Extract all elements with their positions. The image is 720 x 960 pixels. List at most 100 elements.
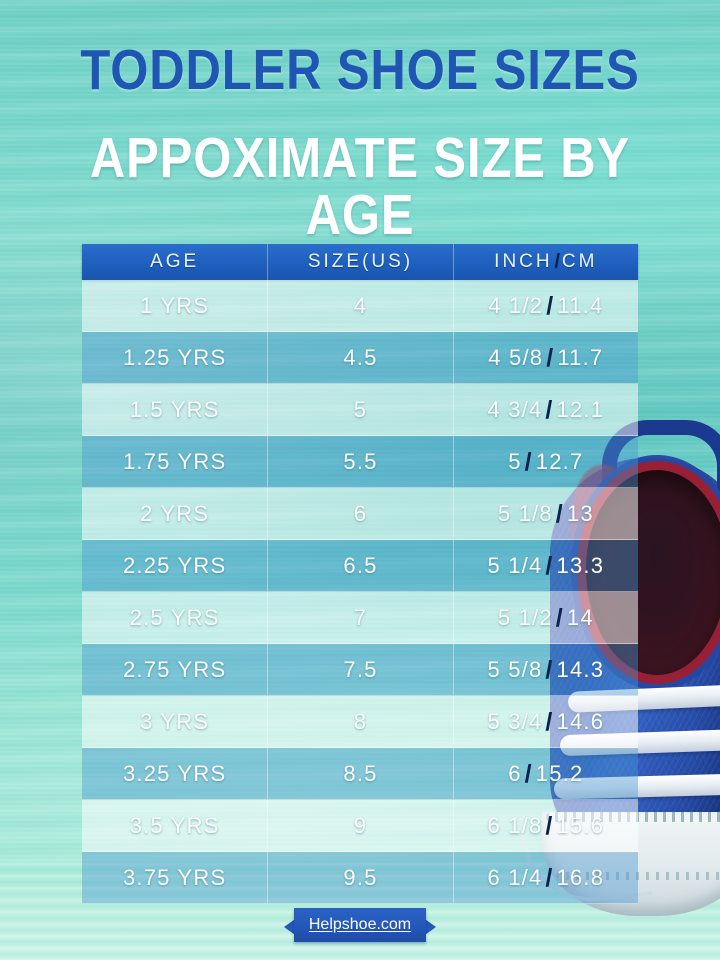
cell-age: 3.25 YRS (122, 760, 227, 786)
table-row: 1.5 YRS 5 4 3/4/12.1 (82, 384, 638, 436)
table-row: 1 YRS 4 4 1/2/11.4 (82, 280, 638, 332)
cell-cm-value: 11.7 (557, 344, 604, 370)
table-body: 1 YRS 4 4 1/2/11.4 1.25 YRS 4.5 4 5/8/11… (82, 280, 638, 904)
column-header-cm-label: CM (561, 251, 598, 272)
cell-inch-value: 5 (508, 448, 522, 474)
table-header-row: AGE SIZE(US) INCH / CM (82, 244, 638, 280)
cell-size-us: 9 (267, 800, 452, 851)
cell-inch-value: 5 5/8 (487, 656, 543, 682)
cell-age: 2.75 YRS (122, 656, 227, 682)
slash-divider: / (546, 292, 555, 320)
cell-inch-cm: 4 1/2/11.4 (452, 280, 638, 331)
cell-age: 1 YRS (140, 292, 210, 318)
cell-inch-cm: 5 3/4/14.6 (452, 696, 638, 747)
slash-divider: / (546, 344, 555, 372)
table-row: 2.5 YRS 7 5 1/2/14 (82, 592, 638, 644)
cell-cm-value: 15.2 (535, 760, 584, 786)
cell-age: 3.75 YRS (122, 864, 227, 890)
cell-inch-value: 6 1/4 (487, 864, 543, 890)
cell-inch-value: 5 1/8 (497, 500, 553, 526)
cell-inch-value: 6 (508, 760, 522, 786)
table-row: 2.25 YRS 6.5 5 1/4/13.3 (82, 540, 638, 592)
slash-divider: / (555, 500, 564, 528)
cell-inch-cm: 5 1/8/13 (452, 488, 638, 539)
column-header-inch-cm: INCH / CM (452, 244, 638, 280)
cell-age: 3 YRS (140, 708, 210, 734)
slash-divider: / (524, 448, 533, 476)
cell-age: 1.25 YRS (122, 344, 227, 370)
cell-inch-value: 5 1/2 (497, 604, 553, 630)
cell-inch-cm: 4 5/8/11.7 (452, 332, 638, 383)
cell-cm-value: 14 (566, 604, 594, 630)
column-header-size: SIZE(US) (267, 244, 452, 280)
cell-cm-value: 13.3 (556, 552, 605, 578)
sneaker-sole-stitching (556, 872, 720, 880)
poster-title-primary: TODDLER SHOE SIZES (80, 38, 640, 102)
cell-cm-value: 11.4 (557, 292, 604, 318)
cell-size-us: 7.5 (267, 644, 452, 695)
cell-size-us: 8 (267, 696, 452, 747)
cell-cm-value: 12.1 (556, 396, 605, 422)
cell-size-us: 8.5 (267, 748, 452, 799)
poster-title-secondary: APPOXIMATE SIZE BY AGE (89, 126, 631, 247)
cell-age: 2.25 YRS (122, 552, 227, 578)
column-header-age: AGE (150, 251, 200, 272)
shoe-size-table: AGE SIZE(US) INCH / CM 1 YRS 4 4 1/2/11.4 … (82, 244, 638, 904)
footer-ribbon-banner[interactable]: Helpshoe.com (266, 908, 454, 946)
slash-divider: / (545, 708, 554, 736)
cell-cm-value: 16.8 (556, 864, 605, 890)
slash-divider: / (545, 812, 554, 840)
table-row: 3.75 YRS 9.5 6 1/4/16.8 (82, 852, 638, 904)
cell-cm-value: 14.6 (556, 708, 605, 734)
cell-size-us: 5.5 (267, 436, 452, 487)
cell-cm-value: 15.6 (556, 812, 605, 838)
slash-divider: / (545, 656, 554, 684)
cell-age: 3.5 YRS (129, 812, 220, 838)
cell-size-us: 9.5 (267, 852, 452, 903)
table-row: 1.75 YRS 5.5 5/12.7 (82, 436, 638, 488)
cell-cm-value: 14.3 (556, 656, 605, 682)
cell-size-us: 6.5 (267, 540, 452, 591)
cell-cm-value: 12.7 (535, 448, 584, 474)
cell-cm-value: 13 (566, 500, 594, 526)
cell-age: 1.5 YRS (129, 396, 220, 422)
cell-size-us: 5 (267, 384, 452, 435)
cell-inch-cm: 5/12.7 (452, 436, 638, 487)
table-row: 1.25 YRS 4.5 4 5/8/11.7 (82, 332, 638, 384)
cell-inch-cm: 5 1/2/14 (452, 592, 638, 643)
cell-inch-cm: 5 1/4/13.3 (452, 540, 638, 591)
table-row: 3 YRS 8 5 3/4/14.6 (82, 696, 638, 748)
table-row: 3.5 YRS 9 6 1/8/15.6 (82, 800, 638, 852)
slash-divider: / (545, 396, 554, 424)
cell-inch-value: 6 1/8 (487, 812, 543, 838)
column-header-inch-label: INCH (494, 251, 553, 272)
cell-inch-value: 4 1/2 (488, 292, 544, 318)
cell-inch-cm: 6 1/4/16.8 (452, 852, 638, 903)
slash-divider: / (545, 552, 554, 580)
cell-age: 1.75 YRS (122, 448, 227, 474)
cell-inch-value: 5 1/4 (487, 552, 543, 578)
cell-inch-value: 4 5/8 (488, 344, 544, 370)
slash-divider: / (524, 760, 533, 788)
cell-inch-cm: 5 5/8/14.3 (452, 644, 638, 695)
cell-age: 2.5 YRS (129, 604, 220, 630)
cell-age: 2 YRS (140, 500, 210, 526)
cell-inch-cm: 6/15.2 (452, 748, 638, 799)
table-row: 2.75 YRS 7.5 5 5/8/14.3 (82, 644, 638, 696)
header-slash-divider: / (554, 251, 560, 272)
brand-link[interactable]: Helpshoe.com (308, 916, 412, 933)
cell-inch-value: 5 3/4 (487, 708, 543, 734)
cell-inch-cm: 6 1/8/15.6 (452, 800, 638, 851)
cell-size-us: 4 (267, 280, 452, 331)
ribbon-center[interactable]: Helpshoe.com (294, 908, 426, 942)
cell-size-us: 7 (267, 592, 452, 643)
cell-size-us: 4.5 (267, 332, 452, 383)
slash-divider: / (545, 864, 554, 892)
table-row: 3.25 YRS 8.5 6/15.2 (82, 748, 638, 800)
slash-divider: / (555, 604, 564, 632)
cell-inch-cm: 4 3/4/12.1 (452, 384, 638, 435)
table-row: 2 YRS 6 5 1/8/13 (82, 488, 638, 540)
cell-size-us: 6 (267, 488, 452, 539)
cell-inch-value: 4 3/4 (487, 396, 543, 422)
